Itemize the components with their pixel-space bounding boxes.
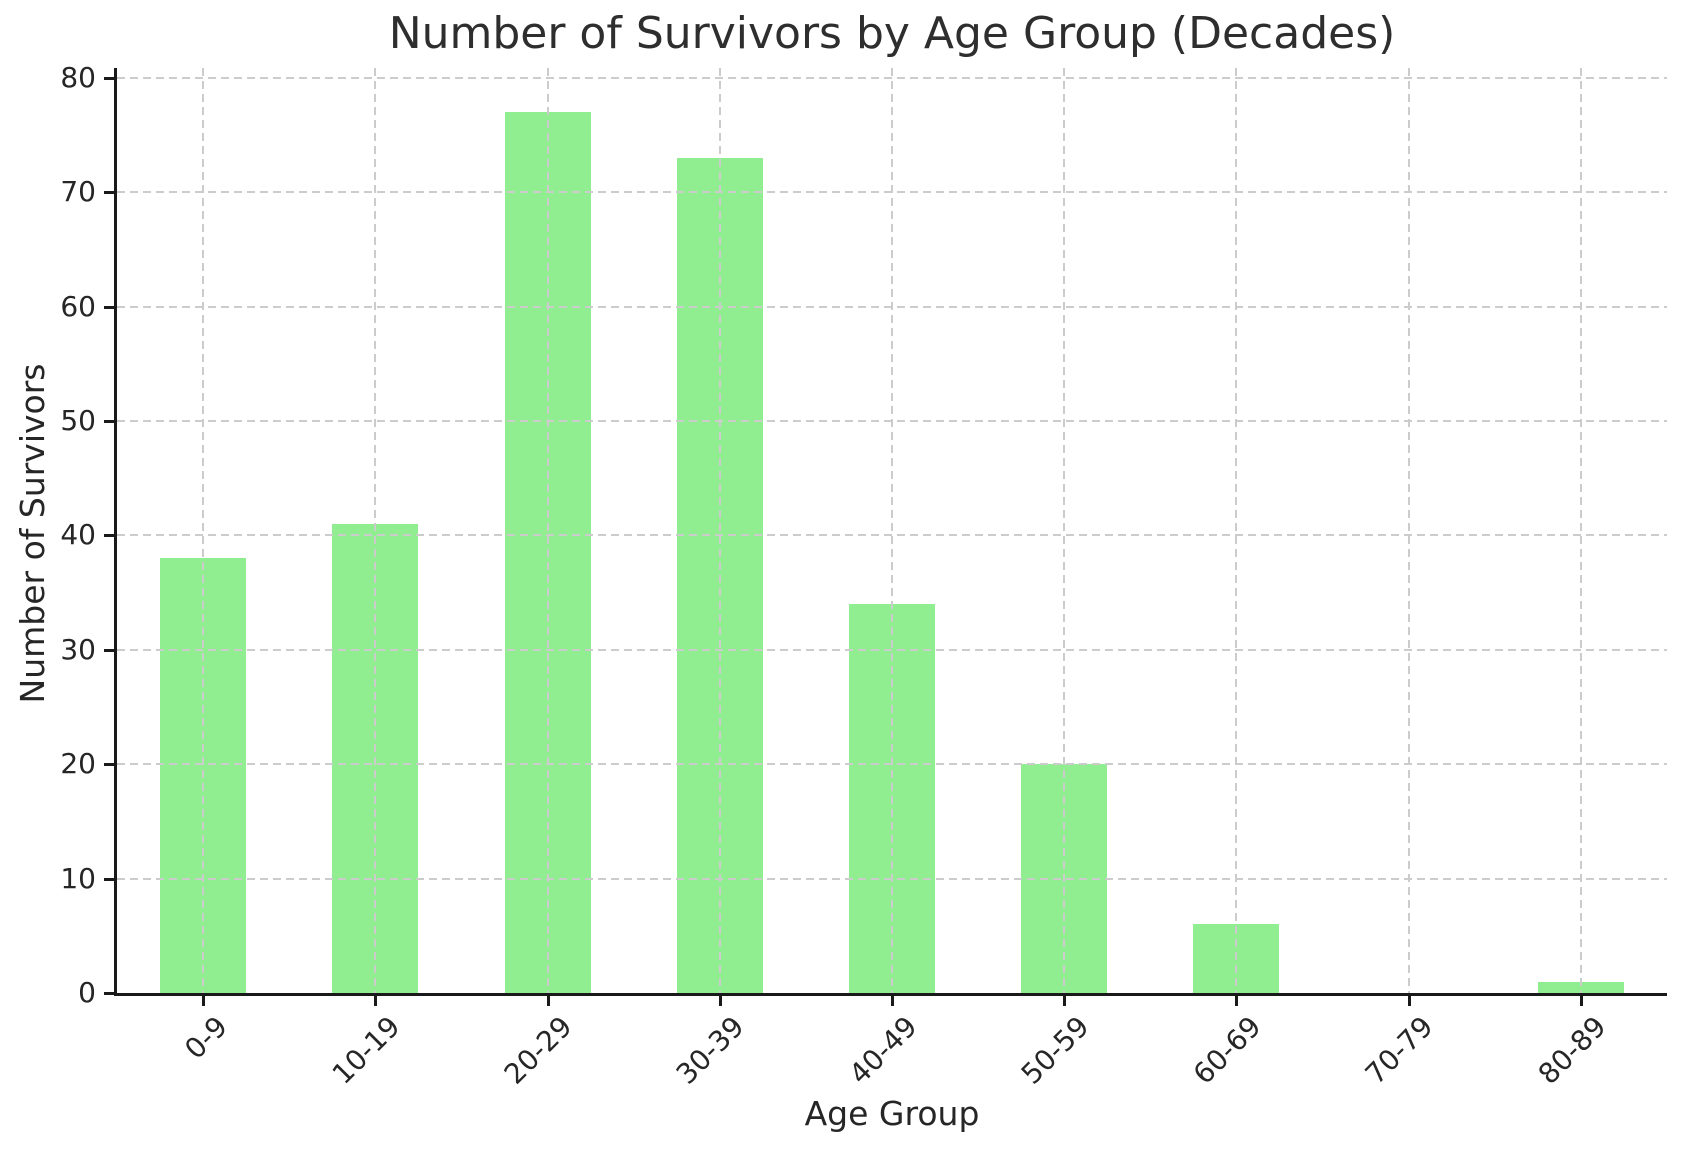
y-tick-label-70: 70 xyxy=(60,175,96,209)
y-tick-mark-60 xyxy=(104,305,114,309)
y-tick-mark-40 xyxy=(104,534,114,538)
y-tick-mark-0 xyxy=(104,992,114,995)
x-tick-mark-60-69 xyxy=(1235,996,1239,1006)
x-axis-label: Age Group xyxy=(804,1094,980,1133)
x-tick-label-50-59: 50-59 xyxy=(1014,1009,1096,1091)
y-tick-label-60: 60 xyxy=(60,289,96,323)
bar-20-29 xyxy=(504,112,591,993)
y-tick-label-40: 40 xyxy=(60,518,96,552)
y-tick-mark-70 xyxy=(104,191,114,195)
x-tick-label-80-89: 80-89 xyxy=(1531,1009,1613,1091)
y-tick-label-80: 80 xyxy=(60,60,96,94)
x-tick-mark-40-49 xyxy=(891,996,894,1006)
y-tick-mark-50 xyxy=(104,419,114,423)
bar-60-69 xyxy=(1193,924,1280,993)
y-tick-label-30: 30 xyxy=(60,632,96,666)
y-tick-mark-30 xyxy=(104,648,114,652)
x-tick-mark-80-89 xyxy=(1579,996,1583,1006)
bar-10-19 xyxy=(332,523,419,993)
x-tick-mark-50-59 xyxy=(1063,996,1067,1006)
y-tick-mark-10 xyxy=(104,877,114,881)
bars-layer xyxy=(117,68,1667,993)
chart-title: Number of Survivors by Age Group (Decade… xyxy=(388,8,1396,59)
y-tick-mark-20 xyxy=(104,763,114,767)
x-tick-mark-20-29 xyxy=(546,996,550,1006)
bar-50-59 xyxy=(1021,764,1108,993)
y-tick-label-10: 10 xyxy=(60,861,96,895)
bar-30-39 xyxy=(676,157,763,993)
x-tick-label-30-39: 30-39 xyxy=(670,1009,751,1091)
bar-80-89 xyxy=(1537,981,1624,993)
x-tick-label-20-29: 20-29 xyxy=(497,1009,579,1091)
y-tick-label-50: 50 xyxy=(60,403,96,437)
x-tick-label-10-19: 10-19 xyxy=(325,1009,407,1091)
bar-40-49 xyxy=(848,604,936,993)
x-tick-label-60-69: 60-69 xyxy=(1186,1009,1268,1091)
x-tick-mark-30-39 xyxy=(718,996,722,1006)
x-axis-spine xyxy=(114,993,1667,996)
x-tick-mark-0-9 xyxy=(202,996,206,1006)
y-axis-spine xyxy=(114,68,117,996)
plot-area xyxy=(117,68,1667,993)
x-tick-mark-70-79 xyxy=(1407,996,1411,1006)
x-tick-label-40-49: 40-49 xyxy=(842,1009,924,1091)
x-tick-mark-10-19 xyxy=(374,996,378,1006)
bar-0-9 xyxy=(160,558,247,993)
x-tick-label-0-9: 0-9 xyxy=(178,1009,235,1066)
x-tick-label-70-79: 70-79 xyxy=(1358,1009,1440,1091)
y-tick-mark-80 xyxy=(104,76,114,80)
y-tick-label-0: 0 xyxy=(78,976,96,1009)
y-tick-label-20: 20 xyxy=(60,747,96,781)
